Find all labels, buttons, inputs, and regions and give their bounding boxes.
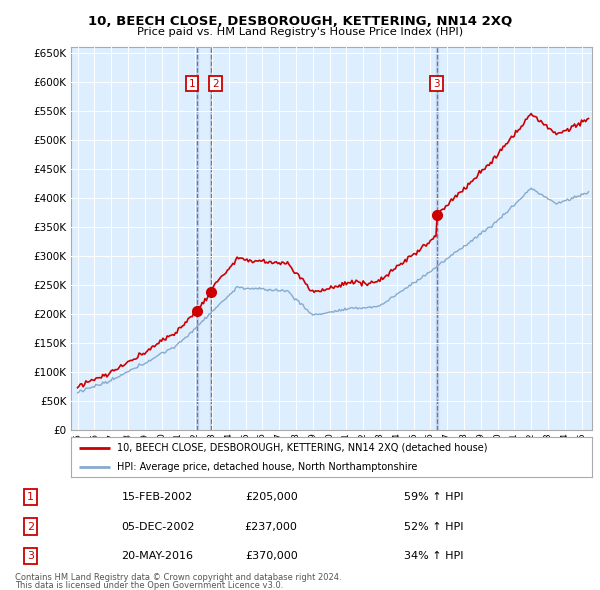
Text: Contains HM Land Registry data © Crown copyright and database right 2024.: Contains HM Land Registry data © Crown c… [15, 572, 341, 582]
Text: 1: 1 [189, 78, 196, 88]
Text: £370,000: £370,000 [245, 551, 298, 561]
Text: 2: 2 [212, 78, 219, 88]
Text: 1: 1 [27, 492, 34, 502]
Text: This data is licensed under the Open Government Licence v3.0.: This data is licensed under the Open Gov… [15, 581, 283, 590]
Text: £205,000: £205,000 [245, 492, 298, 502]
Text: 34% ↑ HPI: 34% ↑ HPI [404, 551, 463, 561]
Text: 10, BEECH CLOSE, DESBOROUGH, KETTERING, NN14 2XQ (detached house): 10, BEECH CLOSE, DESBOROUGH, KETTERING, … [116, 443, 487, 453]
Text: 52% ↑ HPI: 52% ↑ HPI [404, 522, 463, 532]
Text: HPI: Average price, detached house, North Northamptonshire: HPI: Average price, detached house, Nort… [116, 462, 417, 471]
Text: Price paid vs. HM Land Registry's House Price Index (HPI): Price paid vs. HM Land Registry's House … [137, 27, 463, 37]
Bar [436, 47, 437, 430]
Text: 59% ↑ HPI: 59% ↑ HPI [404, 492, 463, 502]
Text: 15-FEB-2002: 15-FEB-2002 [121, 492, 193, 502]
Text: £237,000: £237,000 [245, 522, 298, 532]
Text: 20-MAY-2016: 20-MAY-2016 [121, 551, 193, 561]
Text: 05-DEC-2002: 05-DEC-2002 [121, 522, 195, 532]
Bar [210, 47, 211, 430]
Bar [196, 47, 198, 430]
Text: 3: 3 [27, 551, 34, 561]
Text: 2: 2 [27, 522, 34, 532]
Text: 10, BEECH CLOSE, DESBOROUGH, KETTERING, NN14 2XQ: 10, BEECH CLOSE, DESBOROUGH, KETTERING, … [88, 15, 512, 28]
Text: 3: 3 [433, 78, 440, 88]
